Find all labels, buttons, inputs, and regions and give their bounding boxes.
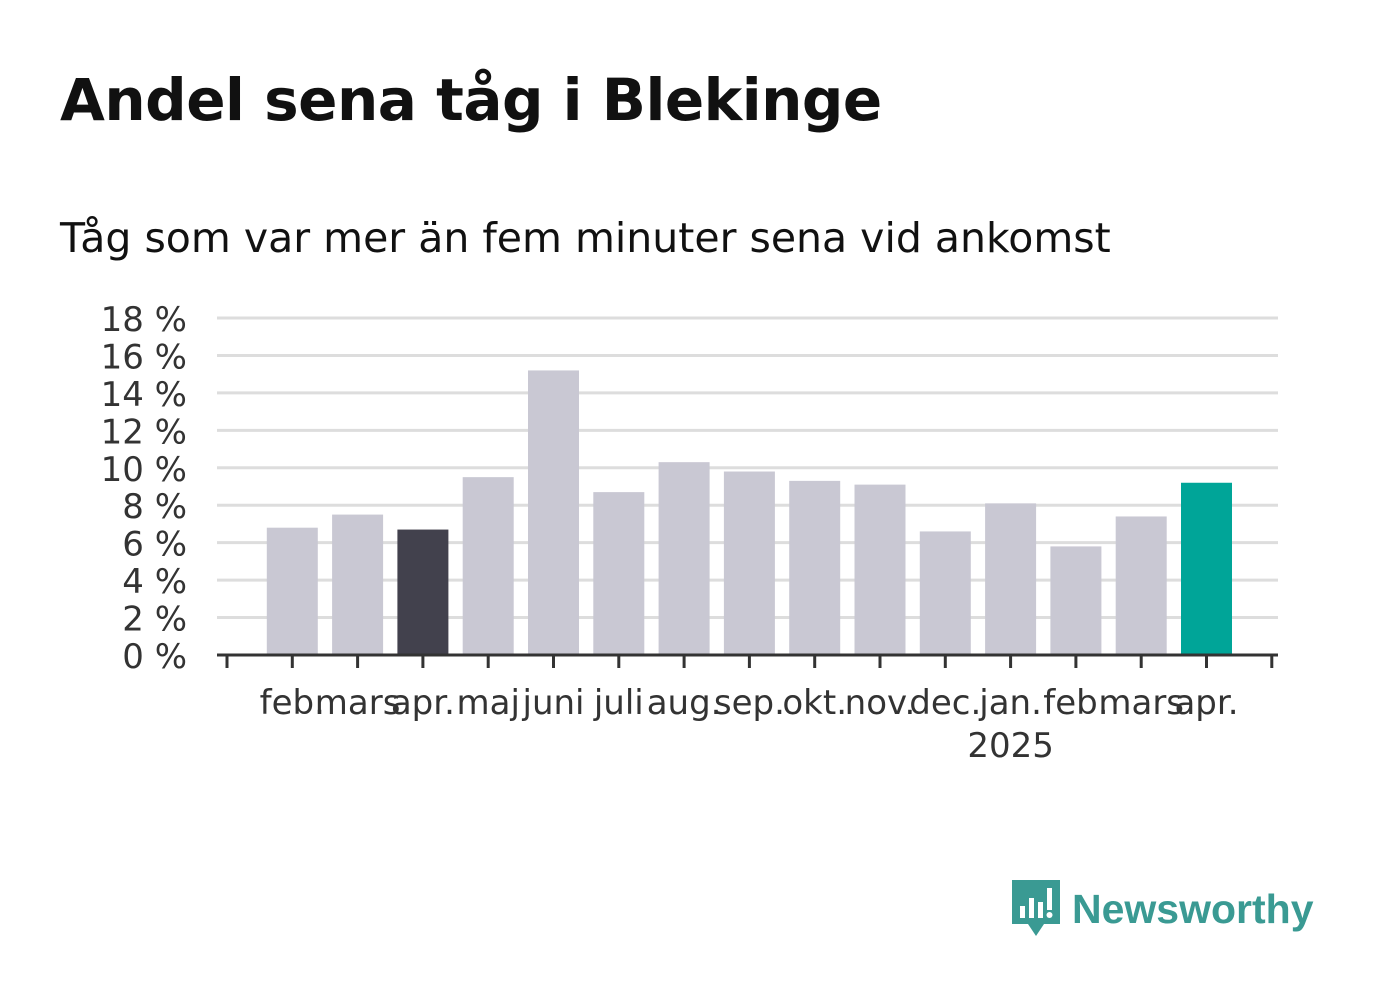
x-tick-label: jan. <box>978 683 1042 723</box>
bar <box>919 531 971 655</box>
bar <box>462 477 514 655</box>
y-tick-label: 18 % <box>101 300 187 340</box>
chart-title: Andel sena tåg i Blekinge <box>60 66 882 134</box>
bar <box>854 484 906 655</box>
x-tick-label: apr. <box>391 683 455 723</box>
brand-name: Newsworthy <box>1072 885 1314 932</box>
bar <box>528 370 579 655</box>
x-tick-label: maj <box>456 683 519 723</box>
y-tick-label: 4 % <box>122 562 187 602</box>
bar <box>1181 482 1232 655</box>
x-tick-label: mars <box>1098 683 1184 723</box>
y-tick-label: 14 % <box>101 375 187 415</box>
bar <box>985 503 1037 655</box>
x-tick-label: aug. <box>647 683 722 723</box>
bar <box>1050 546 1102 655</box>
x-tick-label: juni <box>522 683 585 723</box>
y-tick-label: 2 % <box>122 600 187 640</box>
x-tick-label: okt. <box>782 683 847 723</box>
y-axis-tick-labels: 0 %2 %4 %6 %8 %10 %12 %14 %16 %18 % <box>101 300 187 677</box>
bars <box>266 370 1232 655</box>
bar <box>332 514 384 655</box>
x-tick-label: feb. <box>1043 683 1108 723</box>
bar <box>593 492 645 655</box>
y-tick-label: 6 % <box>122 525 187 565</box>
x-tick-label: mars <box>315 683 401 723</box>
x-axis <box>217 653 1278 668</box>
bar <box>789 480 841 655</box>
x-tick-label: dec. <box>909 683 981 723</box>
x-tick-label: nov. <box>845 683 916 723</box>
x-year-label: 2025 <box>967 726 1054 766</box>
x-tick-label: sep. <box>714 683 785 723</box>
y-tick-label: 8 % <box>122 487 187 527</box>
x-tick-label: juli <box>593 683 644 723</box>
x-tick-label: apr. <box>1174 683 1238 723</box>
y-tick-label: 0 % <box>122 637 187 677</box>
bar <box>266 527 318 655</box>
bar <box>723 471 775 655</box>
y-tick-label: 10 % <box>101 450 187 490</box>
bar <box>1115 516 1167 655</box>
y-tick-label: 16 % <box>101 337 187 377</box>
bar <box>397 529 449 655</box>
chart-subtitle: Tåg som var mer än fem minuter sena vid … <box>60 214 1111 262</box>
newsworthy-logo-icon <box>1012 880 1060 936</box>
newsworthy-logo: Newsworthy <box>1010 878 1314 940</box>
x-tick-label: feb. <box>260 683 325 723</box>
bar <box>658 462 710 655</box>
y-tick-label: 12 % <box>101 412 187 452</box>
